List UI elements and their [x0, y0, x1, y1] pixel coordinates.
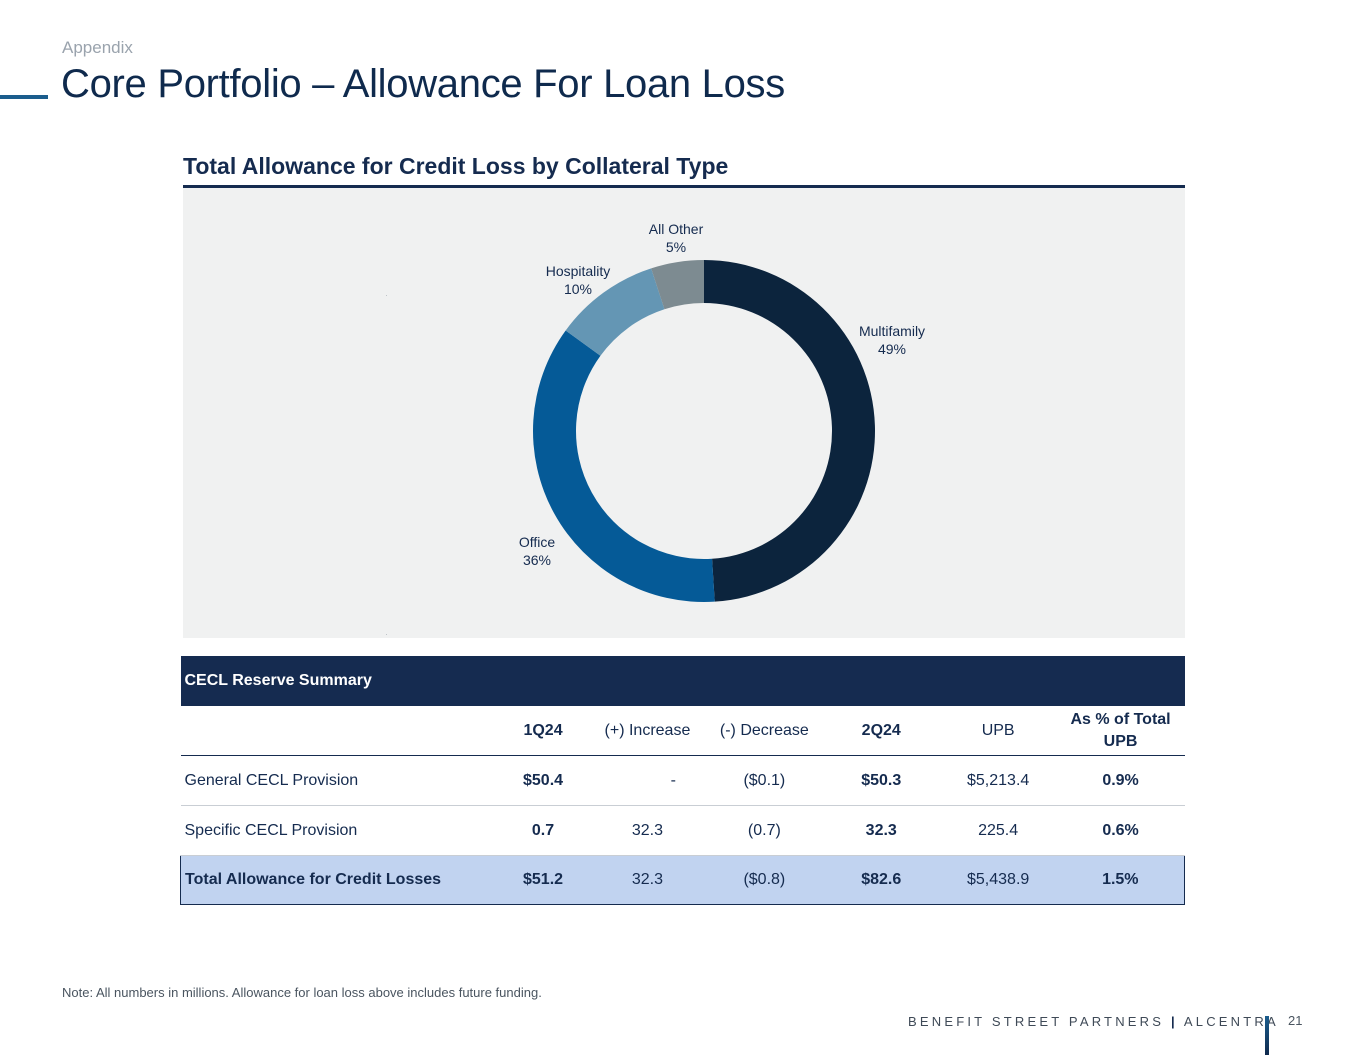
chart-dot	[386, 634, 387, 635]
page-title: Core Portfolio – Allowance For Loan Loss	[61, 62, 785, 106]
column-header: 1Q24	[497, 705, 589, 756]
table-cell: (0.7)	[705, 805, 823, 856]
column-header: As % of Total UPB	[1056, 705, 1185, 756]
table-cell: $50.4	[497, 755, 589, 806]
column-header: UPB	[939, 705, 1057, 756]
donut-slice-office	[533, 330, 715, 602]
brand-wordmark: BENEFIT STREET PARTNERS | ALCENTRA	[908, 1014, 1279, 1029]
slice-value-label: 5%	[666, 239, 686, 255]
column-header: 2Q24	[822, 705, 940, 756]
column-header: (+) Increase	[588, 705, 706, 756]
chart-title: Total Allowance for Credit Loss by Colla…	[183, 153, 729, 179]
table-row: Specific CECL Provision 0.7 32.3 (0.7) 3…	[180, 805, 1185, 856]
title-accent-bar	[0, 95, 48, 99]
donut-slice-hospitality	[565, 268, 665, 356]
total-row-label: Total Allowance for Credit Losses	[180, 855, 498, 905]
brand-name: ALCENTRA	[1183, 1014, 1279, 1029]
donut-chart: Multifamily 49% Office 36% Hospitality 10% All…	[519, 221, 925, 602]
footer-accent-bar	[1265, 1016, 1269, 1055]
table-cell: 32.3	[822, 805, 940, 856]
table-row: General CECL Provision $50.4 - ($0.1) $5…	[180, 755, 1185, 806]
table-cell: 225.4	[939, 805, 1057, 856]
slice-label: Multifamily	[859, 323, 925, 339]
table-cell: $82.6	[822, 855, 940, 905]
slice-label: All Other	[649, 221, 704, 237]
slice-label: Office	[519, 534, 556, 550]
footnote: Note: All numbers in millions. Allowance…	[62, 985, 542, 1000]
table-cell: ($0.8)	[705, 855, 823, 905]
slice-label: Hospitality	[546, 263, 611, 279]
table-total-row: Total Allowance for Credit Losses $51.2 …	[180, 855, 1185, 905]
brand-separator: |	[1170, 1014, 1178, 1029]
table-cell: -	[588, 755, 706, 806]
donut-chart-panel: Multifamily 49% Office 36% Hospitality 10% All…	[183, 188, 1185, 638]
chart-dot	[386, 295, 387, 296]
donut-slice-all-other	[651, 260, 704, 310]
table-cell: $50.3	[822, 755, 940, 806]
donut-slice-multifamily	[704, 260, 875, 602]
brand-name: BENEFIT STREET PARTNERS	[908, 1014, 1165, 1029]
chart-title-rule	[183, 185, 1185, 188]
table-section-title: CECL Reserve Summary	[180, 656, 1185, 706]
column-header	[180, 705, 498, 756]
slice-value-label: 36%	[523, 552, 551, 568]
table-section-header: CECL Reserve Summary	[180, 656, 1185, 706]
row-label: General CECL Provision	[180, 755, 498, 806]
table-column-header-row: 1Q24 (+) Increase (-) Decrease 2Q24 UPB …	[180, 705, 1185, 756]
table-cell: 0.9%	[1056, 755, 1185, 806]
table-cell: ($0.1)	[705, 755, 823, 806]
slice-value-label: 10%	[564, 281, 592, 297]
table-cell: $5,438.9	[939, 855, 1057, 905]
table-cell: 0.7	[497, 805, 589, 856]
section-kicker: Appendix	[62, 38, 133, 57]
table-cell: 0.6%	[1056, 805, 1185, 856]
column-header: (-) Decrease	[705, 705, 823, 756]
table-cell: 32.3	[588, 855, 706, 905]
slice-value-label: 49%	[878, 341, 906, 357]
table-cell: 1.5%	[1056, 855, 1185, 905]
table-cell: $51.2	[497, 855, 589, 905]
table-cell: 32.3	[588, 805, 706, 856]
page-number: 21	[1288, 1013, 1303, 1028]
cecl-reserve-table: CECL Reserve Summary 1Q24 (+) Increase (…	[180, 656, 1185, 905]
table-cell: $5,213.4	[939, 755, 1057, 806]
row-label: Specific CECL Provision	[180, 805, 498, 856]
